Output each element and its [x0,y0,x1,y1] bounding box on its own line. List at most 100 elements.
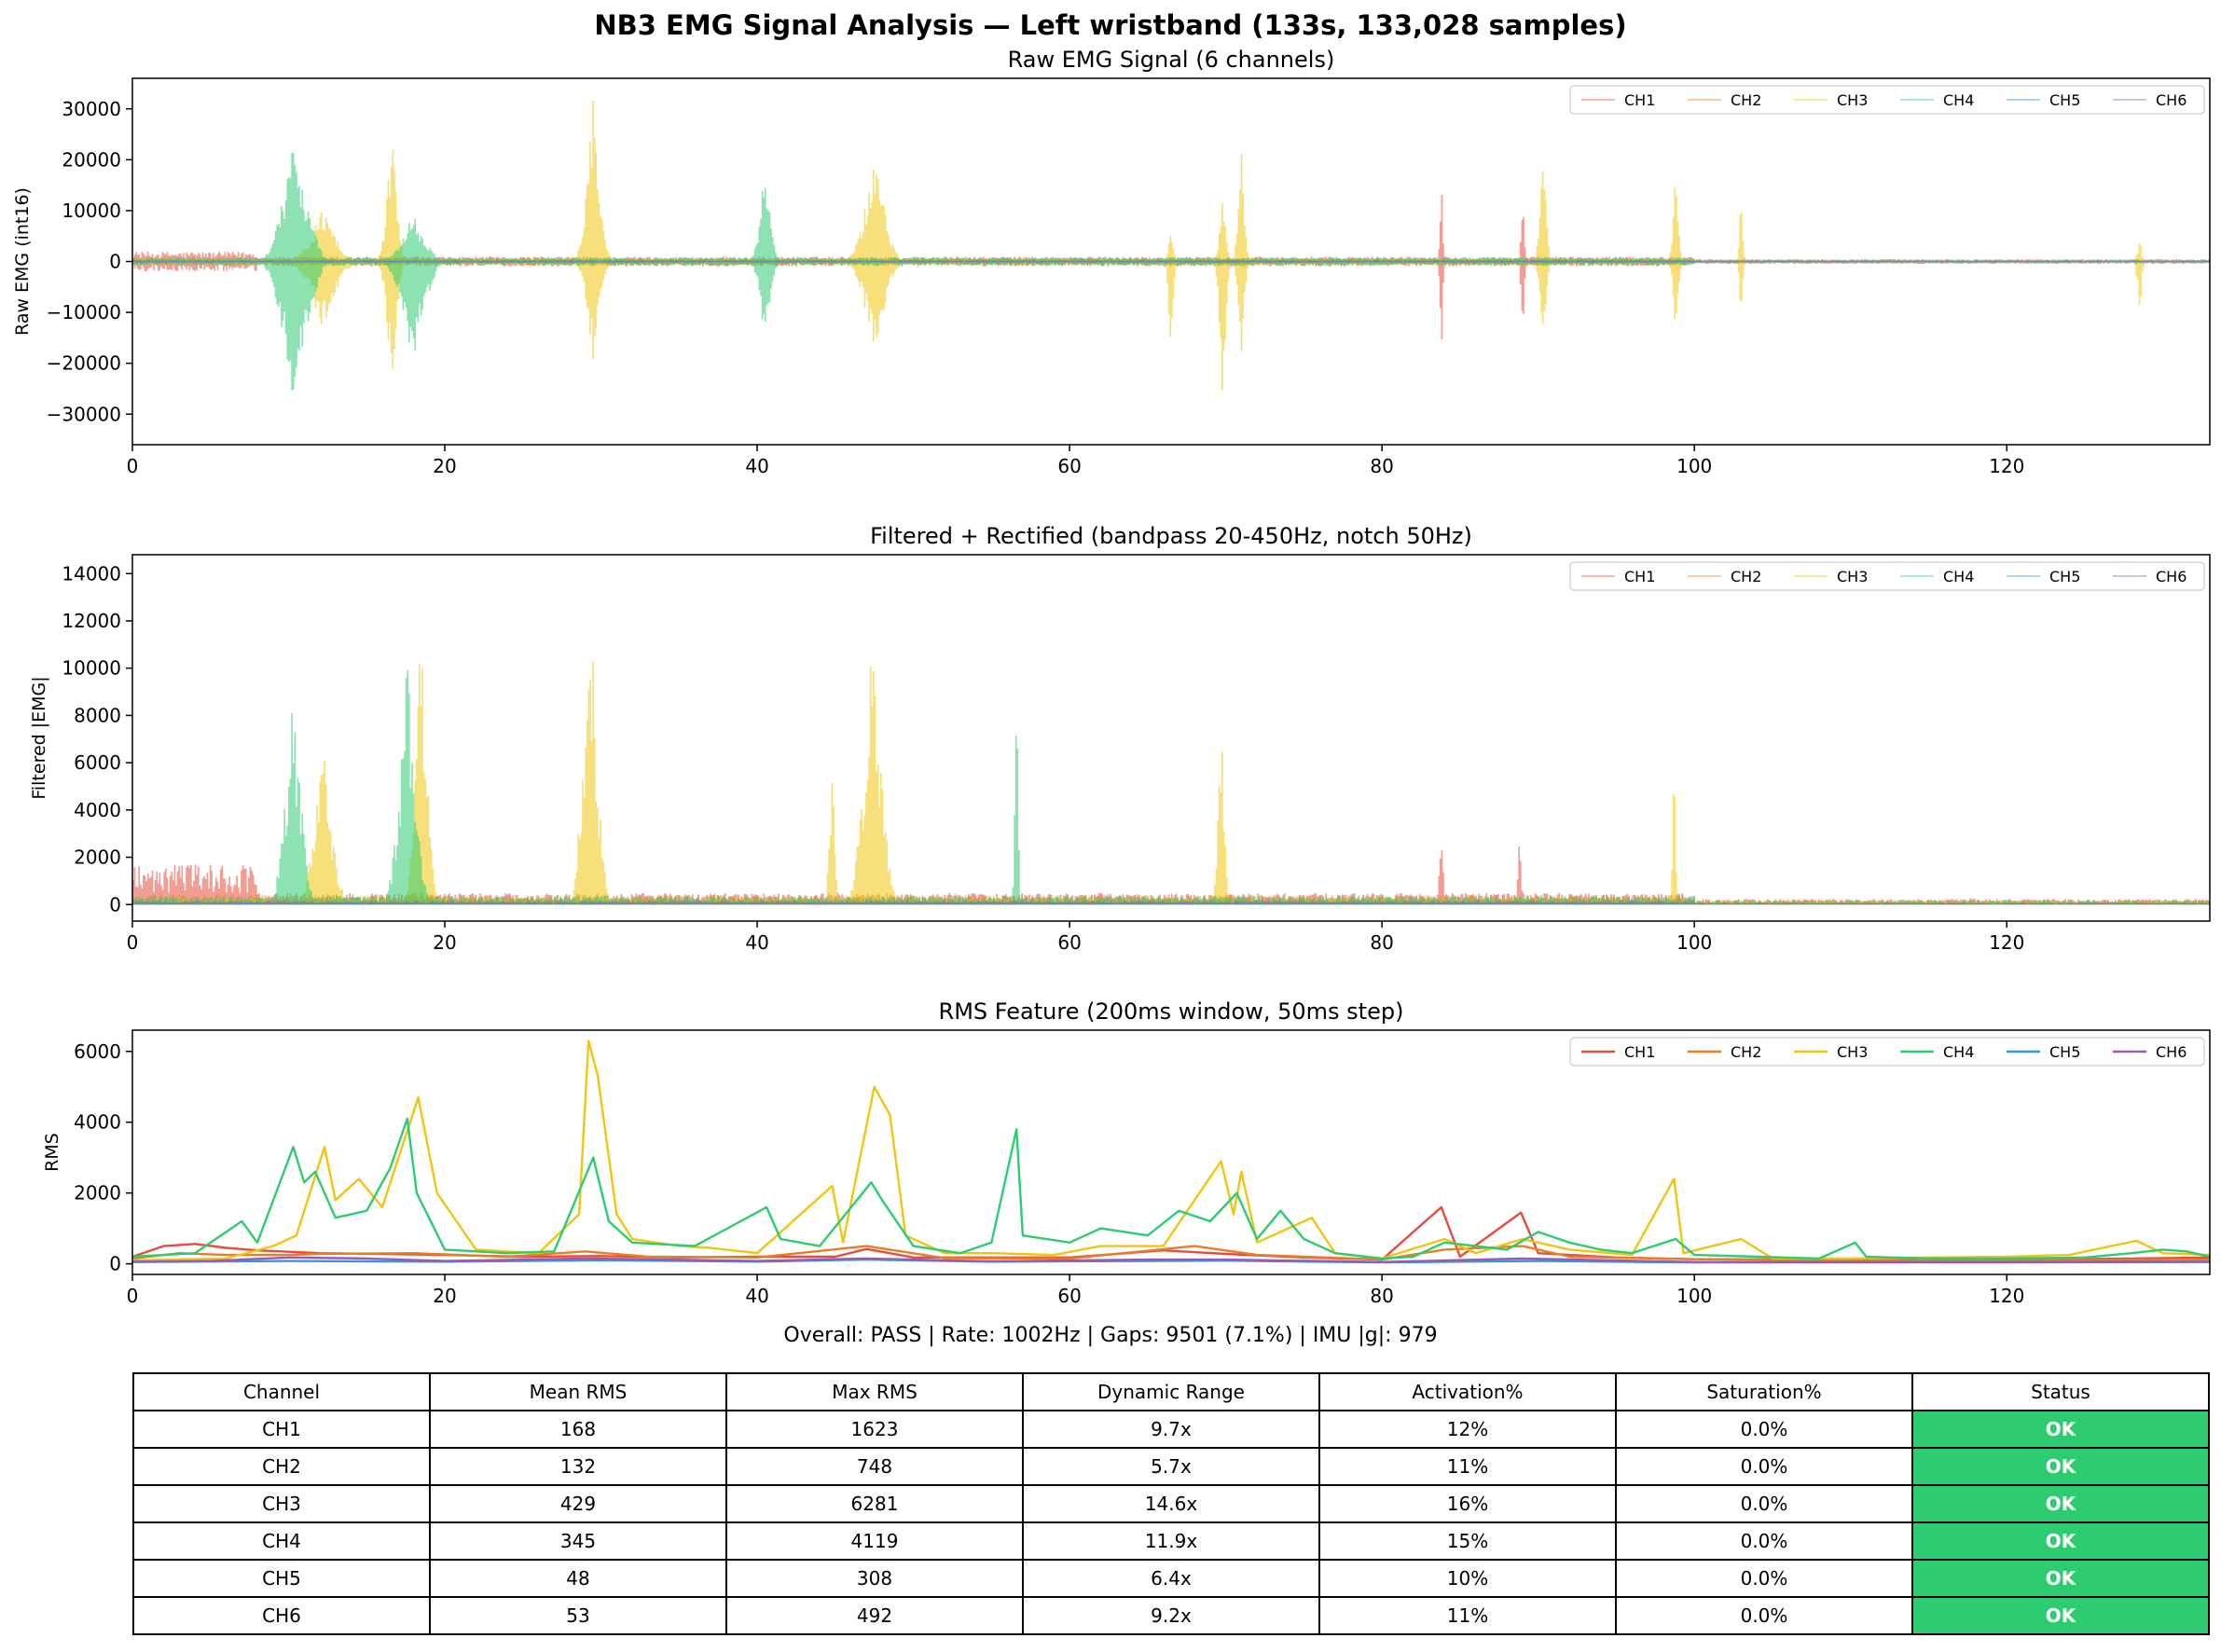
x-tick-label: 80 [1370,1285,1393,1307]
figure-title: NB3 EMG Signal Analysis — Left wristband… [594,9,1627,41]
x-tick-label: 100 [1676,931,1712,954]
cell-max-rms: 492 [725,1596,1024,1635]
y-tick-label: 6000 [74,751,121,774]
legend-label: CH5 [2049,91,2080,109]
cell-max-rms: 748 [725,1447,1024,1486]
legend-label: CH2 [1731,1043,1761,1061]
cell-dynamic-range: 11.9x [1022,1521,1320,1561]
x-tick-label: 100 [1676,455,1712,477]
y-tick-label: 2000 [74,847,121,869]
x-tick-label: 100 [1676,1285,1712,1307]
plot-area [132,661,2210,905]
legend: CH1 CH2 CH3 CH4 CH5 CH6 [1569,561,2205,591]
legend: CH1 CH2 CH3 CH4 CH5 CH6 [1569,85,2205,115]
legend-label: CH3 [1837,91,1868,109]
rms-line-ch4 [132,1117,2210,1260]
legend-label: CH2 [1731,91,1761,109]
cell-channel: CH2 [132,1447,431,1486]
subplot-title: Raw EMG Signal (6 channels) [1008,47,1335,73]
x-tick-label: 40 [745,931,768,954]
y-tick-label: 20000 [62,148,121,171]
subplot-title: Filtered + Rectified (bandpass 20-450Hz,… [870,523,1472,549]
legend-label: CH6 [2156,91,2187,109]
cell-channel: CH1 [132,1410,431,1449]
legend-label: CH5 [2049,1043,2080,1061]
table-row: CH5 48 308 6.4x 10% 0.0% OK [132,1559,2210,1598]
y-tick-label: 2000 [74,1182,121,1205]
x-tick-label: 80 [1370,931,1393,954]
channel-stats-table: Channel Mean RMS Max RMS Dynamic Range A… [132,1372,2210,1635]
cell-dynamic-range: 9.7x [1022,1410,1320,1449]
x-tick-label: 120 [1989,455,2024,477]
y-tick-label: −30000 [47,403,121,425]
y-tick-label: 4000 [74,799,121,821]
table-row: CH3 429 6281 14.6x 16% 0.0% OK [132,1484,2210,1523]
rms-line-ch6 [132,1256,2210,1263]
cell-channel: CH4 [132,1521,431,1561]
axes-frame [131,554,2211,922]
y-tick-label: 0 [109,893,121,915]
y-axis-label: Filtered |EMG| [29,676,49,799]
cell-max-rms: 6281 [725,1484,1024,1523]
cell-status: OK [1911,1521,2210,1561]
header-max-rms: Max RMS [725,1372,1024,1411]
table-header-row: Channel Mean RMS Max RMS Dynamic Range A… [132,1372,2210,1411]
y-tick-label: 12000 [62,610,121,632]
legend-label: CH3 [1837,568,1868,585]
cell-status: OK [1911,1559,2210,1598]
legend-label: CH6 [2156,568,2187,585]
y-tick-label: 10000 [62,200,121,222]
cell-mean-rms: 429 [429,1484,727,1523]
cell-dynamic-range: 6.4x [1022,1559,1320,1598]
cell-max-rms: 1623 [725,1410,1024,1449]
header-channel: Channel [132,1372,431,1411]
cell-activation: 11% [1318,1596,1617,1635]
legend-label: CH4 [1943,1043,1974,1061]
legend: CH1 CH2 CH3 CH4 CH5 CH6 [1569,1037,2205,1067]
legend-label: CH4 [1943,568,1974,585]
y-tick-label: 14000 [62,562,121,585]
signal-ch3 [132,661,2210,905]
cell-channel: CH6 [132,1596,431,1635]
cell-channel: CH5 [132,1559,431,1598]
y-tick-label: 8000 [74,704,121,726]
cell-status: OK [1911,1410,2210,1449]
y-axis-label: Raw EMG (int16) [12,187,33,336]
cell-mean-rms: 132 [429,1447,727,1486]
y-tick-label: 4000 [74,1111,121,1134]
signal-ch5 [132,260,2210,263]
signal-ch4 [132,670,2210,905]
axes-frame [131,1029,2211,1275]
cell-mean-rms: 48 [429,1559,727,1598]
header-status: Status [1911,1372,2210,1411]
cell-mean-rms: 168 [429,1410,727,1449]
table-row: CH2 132 748 5.7x 11% 0.0% OK [132,1447,2210,1486]
table-row: CH1 168 1623 9.7x 12% 0.0% OK [132,1410,2210,1449]
subplot-2: Filtered + Rectified (bandpass 20-450Hz,… [29,523,2211,954]
legend-label: CH6 [2156,1043,2187,1061]
x-tick-label: 0 [127,455,139,477]
cell-activation: 16% [1318,1484,1617,1523]
x-tick-label: 60 [1057,1285,1081,1307]
x-tick-label: 20 [433,931,456,954]
legend-label: CH4 [1943,91,1974,109]
legend-label: CH1 [1624,91,1655,109]
cell-activation: 12% [1318,1410,1617,1449]
cell-dynamic-range: 14.6x [1022,1484,1320,1523]
header-mean-rms: Mean RMS [429,1372,727,1411]
cell-mean-rms: 53 [429,1596,727,1635]
cell-max-rms: 4119 [725,1521,1024,1561]
legend-label: CH1 [1624,568,1655,585]
y-tick-label: 0 [109,1253,121,1275]
cell-activation: 11% [1318,1447,1617,1486]
x-tick-label: 20 [433,1285,456,1307]
header-saturation: Saturation% [1615,1372,1913,1411]
cell-saturation: 0.0% [1615,1596,1913,1635]
cell-activation: 10% [1318,1559,1617,1598]
x-tick-label: 20 [433,455,456,477]
cell-dynamic-range: 9.2x [1022,1596,1320,1635]
rms-line-ch3 [132,1039,2210,1261]
cell-status: OK [1911,1447,2210,1486]
legend-label: CH1 [1624,1043,1655,1061]
x-tick-label: 0 [127,931,139,954]
